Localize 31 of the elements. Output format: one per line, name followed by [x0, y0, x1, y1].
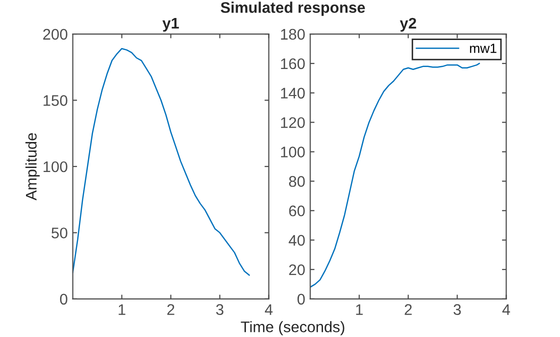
y-tick-label: 20: [289, 264, 305, 276]
y-tick-label: 160: [281, 58, 305, 70]
line-series: [72, 48, 250, 276]
chart-title: y1: [162, 18, 179, 32]
x-tick-label: 1: [118, 304, 126, 315]
y-tick-label: 100: [281, 146, 305, 158]
x-tick-label: 2: [167, 304, 174, 315]
x-tick-label: 2: [404, 304, 412, 315]
x-tick-label: 4: [264, 304, 273, 315]
y-tick-label: 200: [43, 28, 68, 40]
x-tick-label: 3: [454, 304, 461, 315]
y-tick-label: 150: [44, 95, 68, 106]
y-tick-label: 120: [281, 117, 305, 128]
x-tick-label: 1: [356, 304, 363, 315]
y-tick-label: 80: [289, 176, 305, 187]
y-tick-label: 180: [281, 28, 305, 40]
x-tick-label: 4: [502, 304, 510, 315]
y-tick-label: 0: [60, 294, 68, 305]
y-tick-label: 140: [281, 88, 305, 99]
y-tick-label: 60: [289, 205, 305, 216]
y-tick-label: 50: [52, 228, 68, 238]
y-tick-label: 0: [297, 294, 305, 305]
y-tick-label: 100: [44, 161, 68, 172]
line-series: [310, 62, 480, 288]
x-axis-title: Time (seconds): [240, 321, 344, 336]
x-tick-label: 3: [216, 304, 224, 315]
y-axis-title: Amplitude: [25, 133, 40, 200]
legend-label: mw1: [470, 44, 496, 53]
y-tick-label: 40: [288, 234, 305, 246]
chart-title: y2: [400, 18, 416, 32]
text: Simulated response: [220, 2, 365, 16]
